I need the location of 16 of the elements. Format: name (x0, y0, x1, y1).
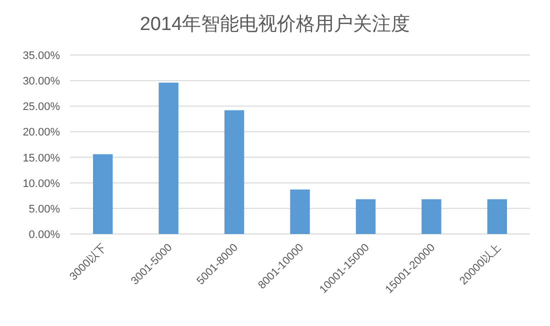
y-tick-label: 35.00% (22, 50, 60, 62)
chart-title: 2014年智能电视价格用户关注度 (140, 13, 410, 35)
y-tick-label: 0.00% (28, 229, 60, 241)
y-tick-label: 5.00% (28, 203, 60, 216)
bar (93, 154, 113, 234)
y-tick-label: 30.00% (22, 76, 60, 88)
bar (224, 110, 244, 234)
y-tick-label: 25.00% (22, 101, 60, 114)
y-tick-label: 20.00% (22, 126, 60, 139)
bar (422, 199, 442, 234)
bar (158, 82, 178, 234)
bar (487, 199, 507, 234)
bar (290, 190, 310, 234)
y-tick-label: 15.00% (22, 152, 60, 164)
bar (356, 199, 376, 234)
y-tick-label: 10.00% (22, 178, 60, 190)
